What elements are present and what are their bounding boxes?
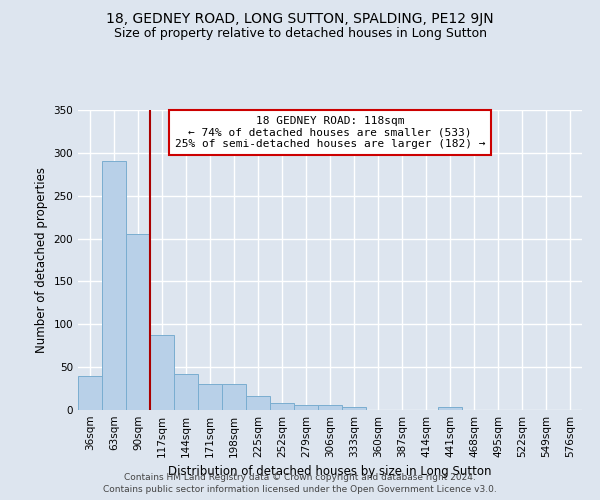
Text: 18, GEDNEY ROAD, LONG SUTTON, SPALDING, PE12 9JN: 18, GEDNEY ROAD, LONG SUTTON, SPALDING, … xyxy=(106,12,494,26)
Text: Contains public sector information licensed under the Open Government Licence v3: Contains public sector information licen… xyxy=(103,485,497,494)
Text: Contains HM Land Registry data © Crown copyright and database right 2024.: Contains HM Land Registry data © Crown c… xyxy=(124,472,476,482)
Bar xyxy=(294,405,318,410)
Bar xyxy=(198,384,222,410)
Bar xyxy=(126,234,150,410)
Bar xyxy=(246,396,270,410)
Bar xyxy=(78,376,102,410)
Bar xyxy=(174,374,198,410)
Bar xyxy=(342,406,366,410)
Text: Size of property relative to detached houses in Long Sutton: Size of property relative to detached ho… xyxy=(113,28,487,40)
Bar xyxy=(318,405,342,410)
Y-axis label: Number of detached properties: Number of detached properties xyxy=(35,167,48,353)
Bar xyxy=(222,384,246,410)
Bar xyxy=(150,336,174,410)
Bar xyxy=(270,403,294,410)
Bar xyxy=(102,162,126,410)
X-axis label: Distribution of detached houses by size in Long Sutton: Distribution of detached houses by size … xyxy=(168,466,492,478)
Text: 18 GEDNEY ROAD: 118sqm
← 74% of detached houses are smaller (533)
25% of semi-de: 18 GEDNEY ROAD: 118sqm ← 74% of detached… xyxy=(175,116,485,149)
Bar xyxy=(438,408,462,410)
